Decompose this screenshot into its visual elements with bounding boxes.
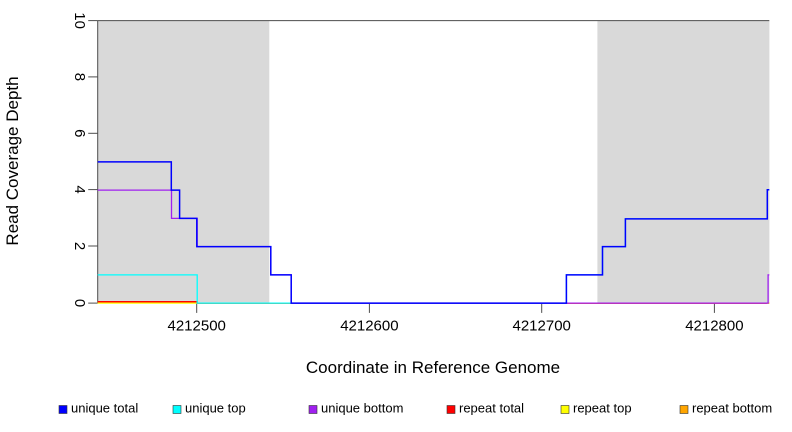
svg-text:4212600: 4212600: [340, 318, 398, 335]
svg-text:2: 2: [71, 242, 88, 250]
svg-text:unique top: unique top: [185, 401, 246, 416]
svg-text:repeat total: repeat total: [459, 401, 524, 416]
svg-text:repeat bottom: repeat bottom: [692, 401, 772, 416]
svg-text:10: 10: [71, 12, 88, 29]
svg-text:0: 0: [71, 299, 88, 307]
svg-text:Coordinate in Reference Genome: Coordinate in Reference Genome: [306, 358, 560, 377]
svg-text:unique bottom: unique bottom: [321, 401, 403, 416]
svg-text:4212700: 4212700: [512, 318, 570, 335]
svg-text:unique total: unique total: [71, 401, 138, 416]
svg-text:repeat top: repeat top: [573, 401, 632, 416]
svg-text:Read Coverage Depth: Read Coverage Depth: [3, 76, 22, 245]
svg-text:6: 6: [71, 129, 88, 137]
svg-text:4: 4: [71, 185, 88, 193]
svg-text:4212800: 4212800: [685, 318, 743, 335]
svg-text:4212500: 4212500: [167, 318, 225, 335]
svg-text:8: 8: [71, 73, 88, 81]
